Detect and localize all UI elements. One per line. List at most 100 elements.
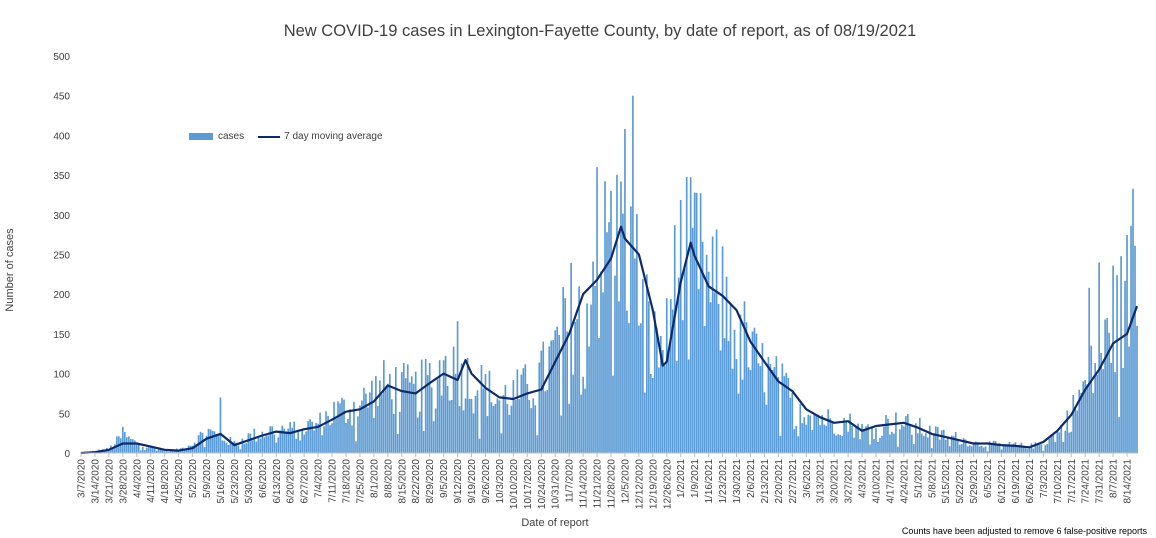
bar xyxy=(984,446,987,453)
bar xyxy=(418,411,421,453)
bar xyxy=(865,426,867,453)
bar xyxy=(319,412,321,453)
bar xyxy=(532,398,535,453)
x-tick-label: 5/8/2021 xyxy=(927,459,938,498)
bar xyxy=(237,445,240,453)
bar xyxy=(116,436,118,453)
bar xyxy=(913,444,915,453)
bar xyxy=(594,285,596,453)
x-tick-label: 4/18/2020 xyxy=(160,459,171,504)
bar xyxy=(239,449,242,453)
bar xyxy=(303,434,305,453)
bar xyxy=(293,421,296,453)
bar xyxy=(956,440,959,453)
bar xyxy=(817,414,820,453)
bar xyxy=(574,321,576,453)
bar xyxy=(562,287,565,453)
x-tick-label: 6/12/2021 xyxy=(997,459,1008,504)
bar xyxy=(1040,444,1043,453)
bar xyxy=(807,414,810,453)
bar xyxy=(679,199,682,453)
bar xyxy=(638,325,640,453)
bar xyxy=(337,401,339,453)
bar xyxy=(972,444,975,453)
bar xyxy=(715,229,718,453)
bar xyxy=(950,435,953,453)
bar xyxy=(408,382,411,453)
x-tick-label: 3/7/2020 xyxy=(77,459,88,498)
bar xyxy=(626,310,628,453)
bar xyxy=(907,414,909,453)
bar xyxy=(287,428,290,453)
bar xyxy=(634,258,636,453)
bar xyxy=(785,372,788,453)
x-tick-label: 11/28/2020 xyxy=(607,459,618,509)
bar xyxy=(636,214,638,453)
bar xyxy=(753,327,756,453)
bar xyxy=(924,433,927,453)
bar xyxy=(275,442,278,453)
bar xyxy=(761,343,764,453)
bar xyxy=(1104,319,1106,453)
bar xyxy=(253,428,256,453)
bar xyxy=(932,434,935,453)
x-tick-label: 7/3/2021 xyxy=(1039,459,1050,498)
bar xyxy=(347,418,349,453)
bar xyxy=(980,445,983,453)
bar xyxy=(392,413,395,453)
bar xyxy=(970,446,973,453)
bar xyxy=(131,439,134,453)
x-tick-label: 2/6/2021 xyxy=(746,459,757,498)
bar xyxy=(414,371,417,453)
bar xyxy=(504,384,507,453)
bar xyxy=(723,338,726,453)
bar xyxy=(741,379,744,453)
bar xyxy=(675,360,678,453)
bar xyxy=(167,451,170,453)
bar xyxy=(642,279,644,453)
bar xyxy=(909,424,911,453)
bar xyxy=(550,340,553,453)
bar xyxy=(829,418,831,453)
bar xyxy=(564,298,566,453)
bar xyxy=(133,440,136,453)
bar xyxy=(114,444,116,453)
bar xyxy=(944,439,947,453)
bar xyxy=(488,370,491,453)
bar xyxy=(789,397,792,453)
bar xyxy=(534,405,537,453)
bar xyxy=(388,373,391,453)
bar xyxy=(918,417,921,453)
x-tick-label: 11/21/2020 xyxy=(593,459,604,509)
x-axis-label: Date of report xyxy=(521,517,589,529)
bar xyxy=(602,292,604,453)
bar xyxy=(1030,443,1033,453)
bar xyxy=(540,350,543,453)
bar xyxy=(570,262,572,453)
bar xyxy=(632,95,634,453)
bar xyxy=(251,440,254,453)
bar xyxy=(428,363,431,453)
bar xyxy=(524,364,527,453)
bar xyxy=(1036,444,1039,453)
bar xyxy=(769,363,772,453)
bar xyxy=(803,417,806,453)
bar xyxy=(895,412,897,453)
x-tick-label: 5/1/2021 xyxy=(913,459,924,498)
bar xyxy=(883,426,885,453)
x-tick-label: 3/27/2021 xyxy=(844,459,855,504)
bar xyxy=(697,289,700,453)
bar xyxy=(345,422,347,453)
x-tick-label: 10/10/2020 xyxy=(509,459,520,509)
x-tick-label: 12/12/2020 xyxy=(634,459,645,509)
bar xyxy=(843,417,845,453)
x-tick-label: 4/3/2021 xyxy=(858,459,869,498)
bar xyxy=(763,392,766,453)
x-tick-label: 2/13/2021 xyxy=(760,459,771,504)
bar xyxy=(492,405,495,453)
x-tick-label: 9/19/2020 xyxy=(467,459,478,504)
bar xyxy=(446,385,449,453)
x-tick-label: 3/14/2020 xyxy=(90,459,101,504)
